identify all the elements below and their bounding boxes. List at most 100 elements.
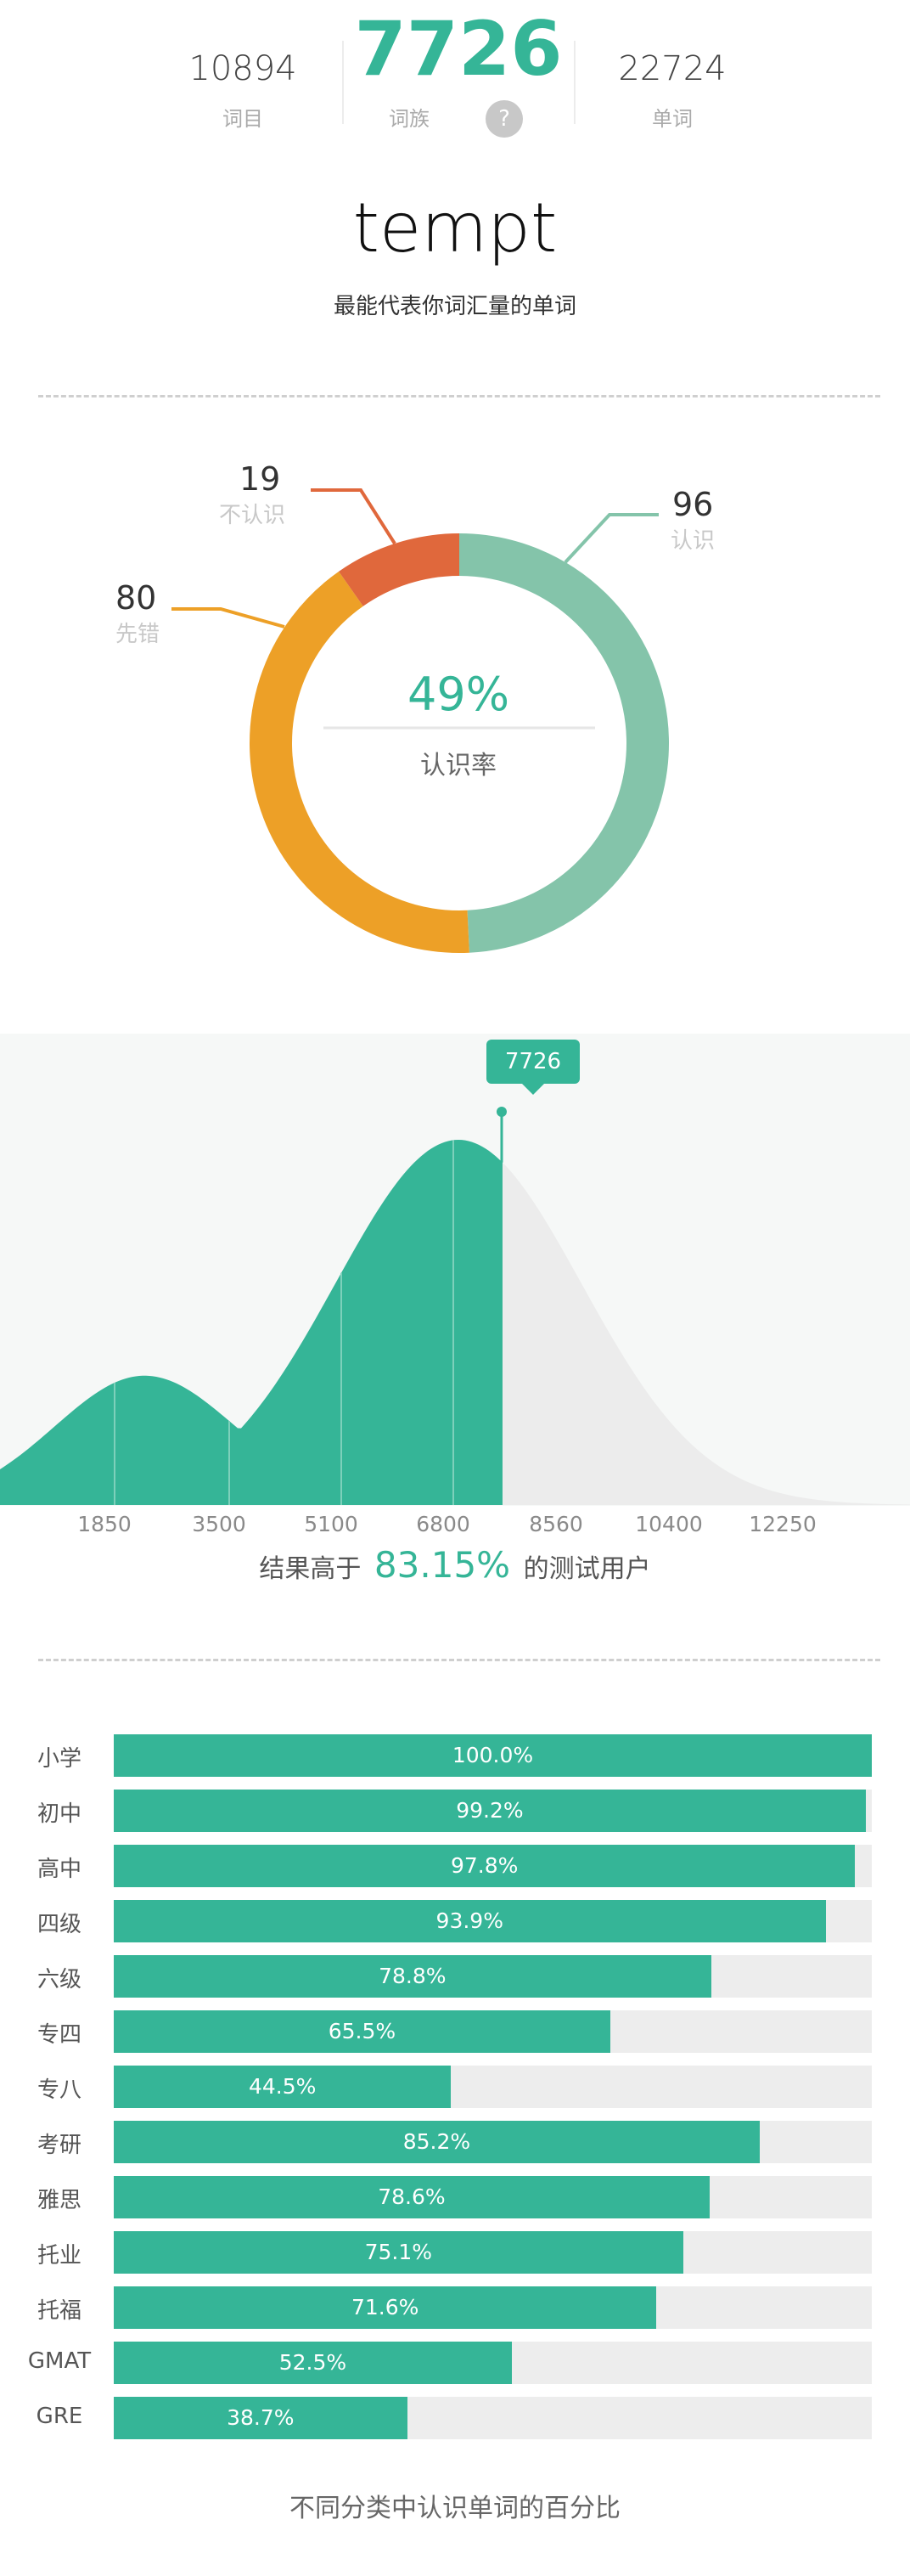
category-bar-track: 97.8%	[114, 1845, 872, 1887]
unknown-leader-line	[311, 488, 396, 545]
category-bar	[114, 1900, 826, 1942]
category-label: 考研	[37, 2133, 81, 2158]
category-value-label: 52.5%	[278, 2350, 347, 2375]
category-bar	[114, 2342, 512, 2384]
section-divider	[38, 395, 880, 397]
category-bar	[114, 2121, 760, 2163]
x-tick-label: 12250	[749, 1512, 817, 1536]
category-bar-track: 78.6%	[114, 2176, 872, 2218]
entries-count: 10894	[188, 49, 297, 88]
category-label: 雅思	[37, 2188, 81, 2213]
category-value-label: 97.8%	[450, 1853, 519, 1878]
word-families-label: 词族	[389, 107, 430, 131]
category-bar	[114, 2286, 657, 2329]
category-bar	[114, 1955, 711, 1998]
category-label: 托福	[37, 2298, 81, 2324]
wrong-count: 80	[115, 579, 157, 617]
x-tick-label: 6800	[416, 1512, 470, 1536]
user-position-tooltip: 7726	[486, 1040, 580, 1084]
category-bar-track: 65.5%	[114, 2010, 872, 2053]
category-bar-track: 93.9%	[114, 1900, 872, 1942]
category-bar	[114, 1790, 866, 1832]
representative-word: tempt	[352, 189, 558, 268]
category-value-label: 85.2%	[402, 2129, 471, 2154]
recognition-donut-chart	[171, 488, 669, 953]
category-label: 小学	[37, 1746, 81, 1772]
category-bar-track: 52.5%	[114, 2342, 872, 2384]
category-label: 初中	[37, 1801, 81, 1827]
category-label: 专八	[37, 2077, 81, 2103]
recognition-rate-value: 49%	[407, 668, 510, 721]
words-label: 单词	[652, 107, 693, 131]
stat-separator	[574, 41, 576, 124]
known-count: 96	[672, 486, 714, 523]
known-leader-line	[564, 513, 659, 564]
category-value-label: 78.8%	[379, 1964, 447, 1988]
x-tick-label: 1850	[77, 1512, 132, 1536]
x-tick-label: 5100	[304, 1512, 358, 1536]
result-percent: 83.15%	[374, 1544, 511, 1586]
stat-separator	[342, 41, 344, 124]
category-bar	[114, 2010, 610, 2053]
category-label: GMAT	[27, 2348, 92, 2374]
result-prefix: 结果高于	[259, 1554, 362, 1584]
unknown-count: 19	[239, 460, 281, 498]
category-value-label: 99.2%	[456, 1798, 524, 1823]
category-value-label: 93.9%	[435, 1908, 503, 1933]
category-label: 高中	[37, 1857, 81, 1882]
category-value-label: 44.5%	[248, 2074, 317, 2099]
category-value-label: 100.0%	[452, 1743, 534, 1767]
category-bar-track: 85.2%	[114, 2121, 872, 2163]
category-label: 六级	[37, 1967, 81, 1993]
category-label: 专四	[37, 2022, 81, 2048]
x-tick-label: 3500	[192, 1512, 246, 1536]
vocabulary-distribution-chart	[0, 1107, 910, 1505]
donut-segment-0	[458, 533, 669, 953]
distribution-grid-lines	[114, 1140, 454, 1505]
category-value-label: 38.7%	[227, 2405, 295, 2430]
wrong-leader-line	[171, 607, 285, 628]
category-value-label: 78.6%	[378, 2184, 446, 2209]
category-chart-caption: 不同分类中认识单词的百分比	[289, 2494, 621, 2523]
category-bar-track: 78.8%	[114, 1955, 872, 1998]
category-bar	[114, 2231, 683, 2274]
category-bar-track: 75.1%	[114, 2231, 872, 2274]
user-position-marker	[496, 1107, 507, 1163]
entries-label: 词目	[222, 107, 263, 131]
donut-arcs	[250, 533, 669, 953]
category-bar-track: 44.5%	[114, 2066, 872, 2108]
recognition-rate-label: 认识率	[420, 751, 497, 781]
known-label: 认识	[671, 528, 716, 554]
wrong-label: 先错	[115, 622, 160, 647]
category-value-label: 71.6%	[351, 2295, 419, 2320]
x-tick-label: 10400	[635, 1512, 703, 1536]
word-families-count: 7726	[354, 5, 563, 93]
category-bar-track: 71.6%	[114, 2286, 872, 2329]
donut-segment-1	[250, 571, 469, 953]
tooltip-pointer	[521, 1083, 545, 1095]
category-bar-track: 100.0%	[114, 1734, 872, 1777]
x-tick-label: 8560	[529, 1512, 583, 1536]
category-value-label: 75.1%	[364, 2240, 433, 2264]
category-bar	[114, 2397, 407, 2439]
category-label: 四级	[37, 1912, 81, 1937]
marker-dot	[496, 1107, 507, 1117]
category-bar	[114, 1845, 856, 1887]
category-bar	[114, 2176, 710, 2218]
words-count: 22724	[618, 49, 727, 88]
category-value-label: 65.5%	[328, 2019, 396, 2043]
category-label: GRE	[36, 2404, 83, 2429]
category-bar	[114, 2066, 452, 2108]
help-icon[interactable]: ?	[486, 100, 523, 138]
unknown-label: 不认识	[219, 503, 286, 528]
result-summary: 结果高于 83.15% 的测试用户	[0, 1544, 910, 1586]
category-bar	[114, 1734, 872, 1777]
section-divider	[38, 1659, 880, 1661]
donut-segment-2	[339, 533, 460, 607]
result-suffix: 的测试用户	[523, 1554, 651, 1584]
category-bar-track: 38.7%	[114, 2397, 872, 2439]
category-label: 托业	[37, 2243, 81, 2269]
category-bar-track: 99.2%	[114, 1790, 872, 1832]
representative-word-caption: 最能代表你词汇量的单词	[333, 294, 576, 319]
distribution-user-area	[0, 1140, 503, 1505]
